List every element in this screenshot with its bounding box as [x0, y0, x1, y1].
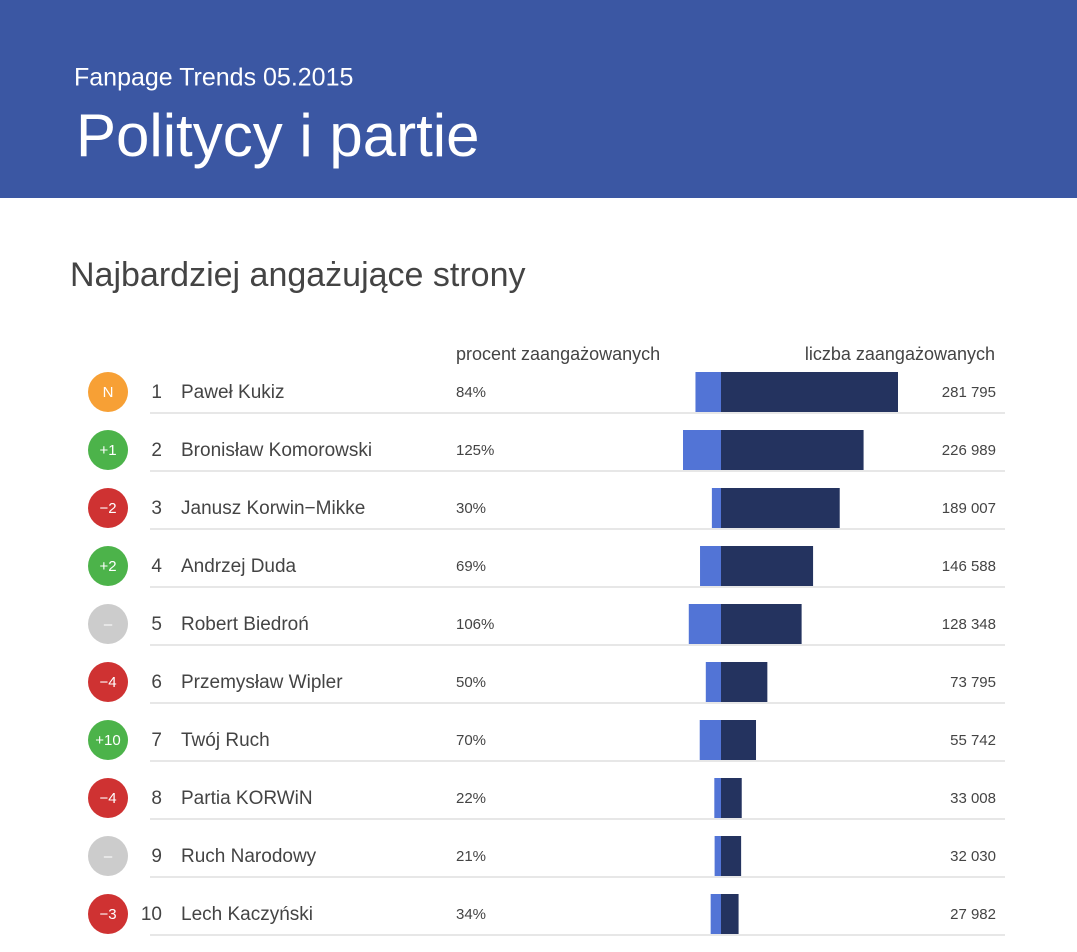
page-name: Twój Ruch	[181, 730, 270, 751]
count-label: 33 008	[950, 790, 996, 807]
change-label: −4	[99, 790, 116, 807]
change-label: N	[103, 384, 114, 401]
count-label: 55 742	[950, 732, 996, 749]
change-badge	[88, 488, 128, 528]
change-badge	[88, 836, 128, 876]
rank: 3	[151, 498, 162, 519]
count-bar	[721, 430, 864, 470]
count-label: 27 982	[950, 906, 996, 923]
page-name: Przemysław Wipler	[181, 672, 343, 693]
change-badge	[88, 372, 128, 412]
percent-label: 84%	[456, 384, 486, 401]
percent-bar	[711, 488, 721, 528]
count-bar	[721, 778, 742, 818]
percent-label: 125%	[456, 442, 494, 459]
percent-label: 22%	[456, 790, 486, 807]
change-badge	[88, 894, 128, 934]
page-name: Bronisław Komorowski	[181, 440, 372, 461]
count-label: 128 348	[942, 616, 996, 633]
count-bar	[721, 894, 739, 934]
rank: 2	[151, 440, 162, 461]
rank: 4	[151, 556, 162, 577]
percent-bar	[714, 778, 721, 818]
percent-label: 34%	[456, 906, 486, 923]
percent-label: 21%	[456, 848, 486, 865]
page-name: Andrzej Duda	[181, 556, 297, 577]
page-name: Ruch Narodowy	[181, 846, 317, 867]
count-label: 73 795	[950, 674, 996, 691]
percent-label: 70%	[456, 732, 486, 749]
percent-bar	[688, 604, 721, 644]
change-label: +2	[99, 558, 116, 575]
change-label: −3	[99, 906, 116, 923]
change-badge	[88, 662, 128, 702]
change-label: −4	[99, 674, 116, 691]
rank: 5	[151, 614, 162, 635]
rank: 10	[141, 904, 162, 925]
count-bar	[721, 836, 742, 876]
count-bar	[721, 488, 840, 528]
page-name: Lech Kaczyński	[181, 904, 313, 925]
percent-label: 106%	[456, 616, 494, 633]
change-badge	[88, 430, 128, 470]
header-title: Politycy i partie	[76, 102, 479, 169]
rank: 8	[151, 788, 162, 809]
page-name: Robert Biedroń	[181, 614, 309, 635]
percent-bar	[705, 662, 721, 702]
change-label: –	[104, 848, 113, 865]
count-bar	[721, 662, 768, 702]
percent-label: 50%	[456, 674, 486, 691]
rank: 7	[151, 730, 162, 751]
count-bar	[721, 604, 802, 644]
percent-bar	[695, 372, 721, 412]
count-bar	[721, 372, 898, 412]
header-kicker: Fanpage Trends 05.2015	[74, 64, 353, 92]
percent-bar	[700, 546, 721, 586]
page-name: Janusz Korwin−Mikke	[181, 498, 365, 519]
percent-bar	[714, 836, 721, 876]
header-band	[0, 0, 1077, 198]
percent-bar	[683, 430, 721, 470]
count-bar	[721, 546, 814, 586]
column-header: liczba zaangażowanych	[805, 344, 995, 364]
change-badge	[88, 604, 128, 644]
count-label: 189 007	[942, 500, 996, 517]
percent-label: 69%	[456, 558, 486, 575]
count-label: 226 989	[942, 442, 996, 459]
count-label: 146 588	[942, 558, 996, 575]
percent-bar	[710, 894, 721, 934]
change-badge	[88, 720, 128, 760]
change-label: −2	[99, 500, 116, 517]
rank: 1	[151, 382, 162, 403]
count-bar	[721, 720, 757, 760]
column-header: procent zaangażowanych	[456, 344, 660, 364]
rank: 9	[151, 846, 162, 867]
rank: 6	[151, 672, 162, 693]
change-label: +10	[95, 732, 120, 749]
change-badge	[88, 778, 128, 818]
count-label: 281 795	[942, 384, 996, 401]
change-label: +1	[99, 442, 116, 459]
page-name: Paweł Kukiz	[181, 382, 285, 403]
chart-title: Najbardziej angażujące strony	[70, 256, 525, 294]
count-label: 32 030	[950, 848, 996, 865]
page-name: Partia KORWiN	[181, 788, 313, 809]
percent-label: 30%	[456, 500, 486, 517]
change-label: –	[104, 616, 113, 633]
percent-bar	[699, 720, 721, 760]
change-badge	[88, 546, 128, 586]
